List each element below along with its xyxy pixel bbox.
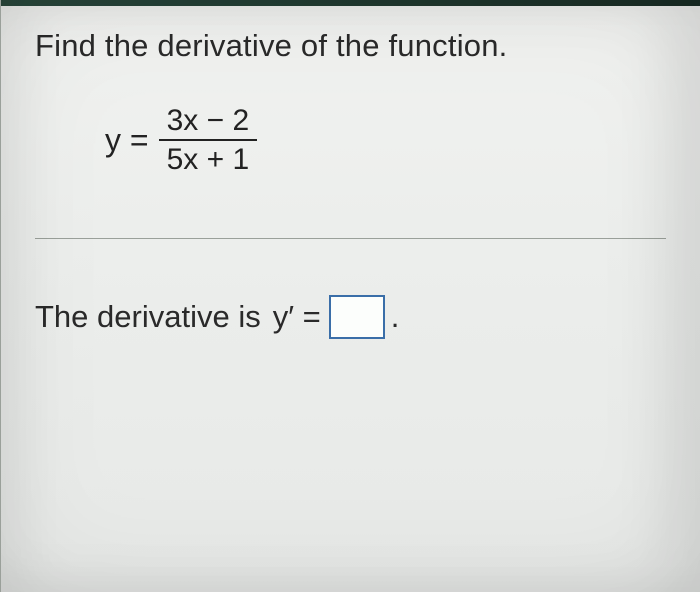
equation: y = 3x − 2 5x + 1 (105, 102, 666, 178)
section-divider (35, 238, 666, 239)
fraction: 3x − 2 5x + 1 (159, 102, 258, 178)
fraction-numerator: 3x − 2 (159, 102, 258, 139)
answer-period: . (391, 299, 400, 335)
answer-lead-text: The derivative is (35, 299, 261, 335)
derivative-input[interactable] (329, 295, 385, 339)
question-prompt: Find the derivative of the function. (35, 28, 666, 64)
fraction-denominator: 5x + 1 (159, 141, 258, 178)
answer-row: The derivative is y′ = . (35, 295, 666, 339)
top-accent-bar (1, 0, 700, 6)
answer-lhs: y′ = (273, 299, 321, 335)
equation-lhs: y = (105, 122, 149, 159)
question-panel: Find the derivative of the function. y =… (0, 0, 700, 592)
